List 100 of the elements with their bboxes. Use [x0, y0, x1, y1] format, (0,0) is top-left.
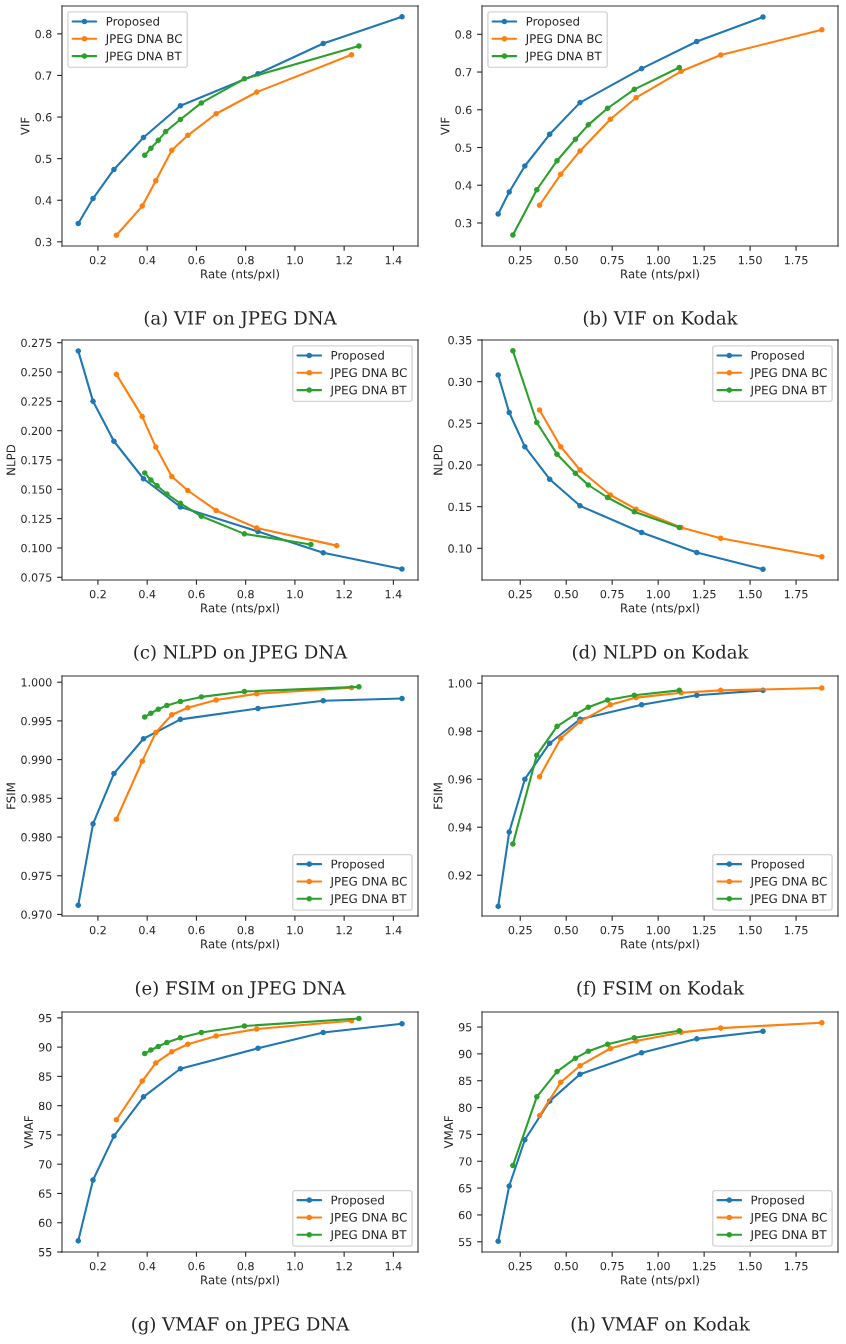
text: (e) FSIM on JPEG DNA: [135, 980, 346, 999]
x-tick-label: 1.0: [287, 589, 303, 599]
legend-label: JPEG DNA BT: [329, 894, 407, 906]
x-axis-title: Rate (nts/pxl): [621, 603, 699, 615]
y-axis-title: NLPD: [6, 444, 16, 475]
y-tick-label: 0.98: [448, 727, 472, 736]
y-tick-label: 0.985: [21, 794, 52, 803]
y-axis-title: FSIM: [6, 783, 16, 809]
x-tick-label: 1.25: [692, 589, 716, 599]
legend-label: JPEG DNA BT: [329, 385, 407, 397]
x-tick-label: 0.4: [139, 1261, 156, 1271]
y-tick-label: 0.275: [21, 338, 52, 348]
x-tick-label: 1.50: [738, 1261, 762, 1271]
legend-label: JPEG DNA BT: [749, 894, 827, 906]
x-tick-label: 1.00: [647, 1261, 670, 1271]
legend-label: JPEG DNA BC: [749, 1212, 827, 1224]
y-tick-label: 0.125: [21, 514, 52, 524]
x-tick-label: 1.25: [692, 925, 716, 935]
x-tick-label: 1.75: [784, 1262, 808, 1271]
x-tick-label: 0.8: [237, 1261, 254, 1271]
y-tick-label: 85: [38, 1072, 52, 1081]
x-tick-label: 0.2: [89, 589, 106, 599]
x-tick-label: 0.50: [554, 589, 578, 599]
x-tick-label: 0.8: [237, 589, 254, 599]
y-tick-label: 0.175: [21, 455, 52, 465]
y-tick-label: 0.3: [35, 237, 52, 247]
x-tick-label: 1.2: [336, 925, 352, 935]
x-axis-title: Rate (nts/pxl): [621, 269, 699, 281]
x-tick-label: 0.4: [139, 255, 156, 265]
y-tick-label: 60: [38, 1218, 52, 1228]
x-tick-label: 1.0: [287, 1261, 303, 1271]
x-tick-label: 1.50: [738, 925, 762, 935]
y-tick-label: 90: [458, 1049, 472, 1059]
y-tick-label: 0.92: [448, 871, 472, 880]
x-tick-label: 0.4: [139, 589, 156, 599]
y-tick-label: 0.5: [35, 154, 52, 164]
y-tick-label: 0.150: [21, 485, 52, 494]
y-tick-label: 0.200: [21, 426, 52, 436]
x-tick-label: 0.50: [554, 255, 578, 265]
y-tick-label: 0.7: [455, 68, 472, 77]
y-axis-title: VIF: [440, 117, 450, 136]
legend-label: Proposed: [751, 350, 804, 363]
x-tick-label: 1.75: [784, 926, 808, 935]
legend-label: Proposed: [526, 16, 579, 29]
text: (f) FSIM on Kodak: [577, 980, 745, 998]
y-axis-title: VMAF: [24, 1116, 33, 1149]
x-tick-label: 0.75: [600, 925, 624, 935]
x-tick-label: 1.75: [784, 590, 808, 599]
y-tick-label: 0.075: [21, 573, 52, 582]
legend-label: JPEG DNA BT: [525, 51, 602, 63]
y-tick-label: 0.25: [448, 419, 472, 428]
y-axis-title: VMAF: [444, 1116, 453, 1149]
y-tick-label: 95: [38, 1013, 52, 1023]
y-tick-label: 65: [458, 1184, 472, 1193]
y-tick-label: 0.96: [448, 775, 472, 784]
y-tick-label: 0.7: [35, 71, 52, 80]
y-tick-label: 0.995: [21, 716, 52, 726]
legend-label: JPEG DNA BT: [749, 385, 827, 397]
y-tick-label: 90: [38, 1043, 52, 1052]
y-axis-title: NLPD: [433, 444, 443, 475]
legend-label: JPEG DNA BT: [329, 1230, 407, 1242]
y-tick-label: 75: [39, 1131, 52, 1140]
y-tick-label: 0.94: [448, 823, 472, 832]
y-axis-title: VIF: [20, 117, 30, 136]
text: (a) VIF on JPEG DNA: [144, 310, 337, 329]
x-tick-label: 0.50: [554, 1261, 578, 1271]
x-tick-label: 0.6: [188, 925, 205, 935]
y-tick-label: 65: [38, 1189, 52, 1198]
x-tick-label: 0.2: [89, 1261, 106, 1271]
x-tick-label: 1.25: [692, 255, 716, 265]
y-tick-label: 70: [459, 1157, 472, 1166]
x-axis-title: Rate (nts/pxl): [201, 939, 279, 951]
legend-label: JPEG DNA BC: [105, 34, 182, 46]
y-tick-label: 0.8: [35, 29, 52, 39]
y-tick-label: 80: [458, 1103, 472, 1112]
x-tick-label: 0.8: [237, 925, 254, 935]
x-tick-label: 0.50: [554, 925, 578, 935]
x-tick-label: 1.00: [647, 925, 670, 935]
legend-label: JPEG DNA BT: [105, 51, 182, 63]
x-tick-label: 1.4: [385, 1262, 402, 1271]
legend-label: JPEG DNA BC: [749, 876, 827, 888]
y-tick-label: 0.990: [21, 755, 52, 764]
x-tick-label: 1.4: [385, 926, 402, 935]
y-tick-label: 75: [459, 1130, 472, 1139]
y-tick-label: 0.10: [448, 544, 472, 553]
x-tick-label: 1.75: [784, 256, 808, 265]
y-tick-label: 0.30: [448, 377, 472, 387]
y-tick-label: 0.6: [455, 105, 472, 115]
y-tick-label: 0.4: [455, 181, 472, 190]
legend-label: Proposed: [331, 350, 384, 363]
x-tick-label: 0.4: [139, 925, 156, 935]
x-tick-label: 0.75: [600, 1261, 624, 1271]
text: (b) VIF on Kodak: [583, 310, 738, 328]
legend-label: Proposed: [331, 1195, 384, 1207]
y-tick-label: 0.970: [21, 910, 52, 919]
y-tick-label: 0.3: [455, 218, 472, 228]
text: (h) VMAF on Kodak: [571, 1316, 750, 1334]
y-tick-label: 0.100: [21, 543, 52, 553]
legend-label: JPEG DNA BC: [525, 34, 602, 46]
x-tick-label: 0.6: [188, 1261, 205, 1271]
